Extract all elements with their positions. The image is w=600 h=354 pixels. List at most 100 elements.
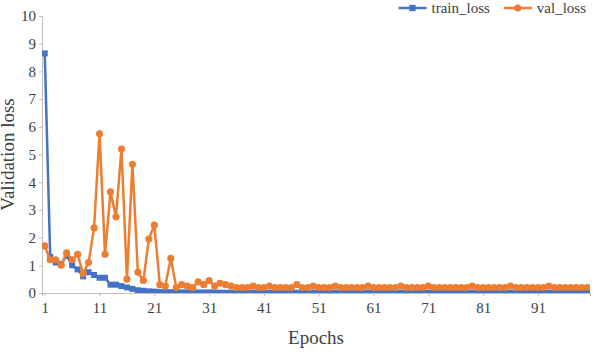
marker <box>398 290 404 293</box>
marker <box>145 235 152 242</box>
marker <box>42 242 48 249</box>
legend-label: train_loss <box>431 0 489 16</box>
marker <box>91 272 97 278</box>
tick-mark <box>45 293 46 296</box>
marker <box>124 284 130 290</box>
marker <box>90 224 97 231</box>
marker <box>201 289 207 293</box>
series-line <box>45 134 588 288</box>
tick-label: 4 <box>29 175 37 191</box>
marker <box>250 290 256 293</box>
marker <box>75 266 81 272</box>
marker <box>546 290 552 293</box>
tick: 5 <box>29 147 43 163</box>
marker <box>118 145 125 152</box>
tick-label: 21 <box>147 300 162 316</box>
tick: 71 <box>421 293 436 316</box>
tick-label: 5 <box>29 147 37 163</box>
marker <box>108 282 114 288</box>
marker <box>179 289 185 293</box>
markers <box>42 50 590 293</box>
axis-line <box>43 294 591 297</box>
marker <box>101 251 108 258</box>
marker <box>112 213 119 220</box>
tick-mark <box>39 127 42 128</box>
legend-marker <box>514 4 521 11</box>
marker <box>113 282 119 288</box>
tick-label: 3 <box>29 202 37 218</box>
tick-mark <box>428 293 429 296</box>
marker <box>52 256 59 263</box>
marker <box>146 288 152 293</box>
y-axis-title: Validation loss <box>0 98 18 210</box>
tick-mark <box>39 182 42 183</box>
marker <box>469 290 475 293</box>
tick-label: 11 <box>93 300 107 316</box>
marker <box>508 290 514 293</box>
tick-label: 71 <box>421 300 436 316</box>
tick-label: 7 <box>29 91 37 107</box>
tick-label: 51 <box>312 300 327 316</box>
tick: 0 <box>29 285 43 301</box>
tick: 31 <box>202 293 217 316</box>
marker <box>96 130 103 137</box>
tick-label: 6 <box>29 119 37 135</box>
tick: 10 <box>21 8 42 24</box>
tick: 91 <box>531 293 546 316</box>
tick-label: 2 <box>29 230 37 246</box>
tick: 3 <box>29 202 43 218</box>
tick-mark <box>154 293 155 296</box>
tick-mark <box>39 16 42 17</box>
tick: 6 <box>29 119 43 135</box>
marker <box>118 283 124 289</box>
marker <box>206 289 212 293</box>
tick-mark <box>264 293 265 296</box>
tick-label: 1 <box>29 258 37 274</box>
marker <box>134 269 141 276</box>
chart: 0123456789101112131415161718191EpochsVal… <box>0 0 600 354</box>
tick-mark <box>39 210 42 211</box>
axis-line <box>39 17 43 294</box>
tick-label: 91 <box>531 300 546 316</box>
marker <box>151 289 157 293</box>
marker <box>168 289 174 293</box>
marker <box>195 289 201 293</box>
tick: 41 <box>257 293 272 316</box>
series-group <box>42 50 590 293</box>
marker <box>266 290 272 293</box>
marker <box>157 289 163 293</box>
marker <box>584 284 590 291</box>
marker <box>310 290 316 293</box>
tick: 8 <box>29 64 43 80</box>
tick-mark <box>209 293 210 296</box>
tick: 81 <box>476 293 491 316</box>
tick-label: 8 <box>29 64 37 80</box>
marker <box>123 276 130 283</box>
tick-mark <box>39 238 42 239</box>
tick-mark <box>39 99 42 100</box>
tick-label: 41 <box>257 300 272 316</box>
marker <box>69 256 76 263</box>
marker <box>425 290 431 293</box>
tick: 1 <box>29 258 43 274</box>
marker <box>74 251 81 258</box>
tick: 4 <box>29 175 43 191</box>
markers <box>42 130 590 291</box>
tick: 7 <box>29 91 43 107</box>
marker <box>140 277 147 284</box>
tick: 11 <box>93 293 107 316</box>
legend-label: val_loss <box>537 0 586 16</box>
plot-area: 0123456789101112131415161718191 <box>21 8 591 315</box>
tick-mark <box>374 293 375 296</box>
marker <box>212 289 218 293</box>
marker <box>135 287 141 293</box>
legend-item: val_loss <box>504 0 586 16</box>
tick-mark <box>39 44 42 45</box>
tick-mark <box>39 293 42 294</box>
marker <box>206 277 213 284</box>
marker <box>63 249 70 256</box>
legend: train_loss val_loss <box>398 0 586 16</box>
tick-mark <box>319 293 320 296</box>
marker <box>151 222 158 229</box>
legend-item: train_loss <box>398 0 489 16</box>
